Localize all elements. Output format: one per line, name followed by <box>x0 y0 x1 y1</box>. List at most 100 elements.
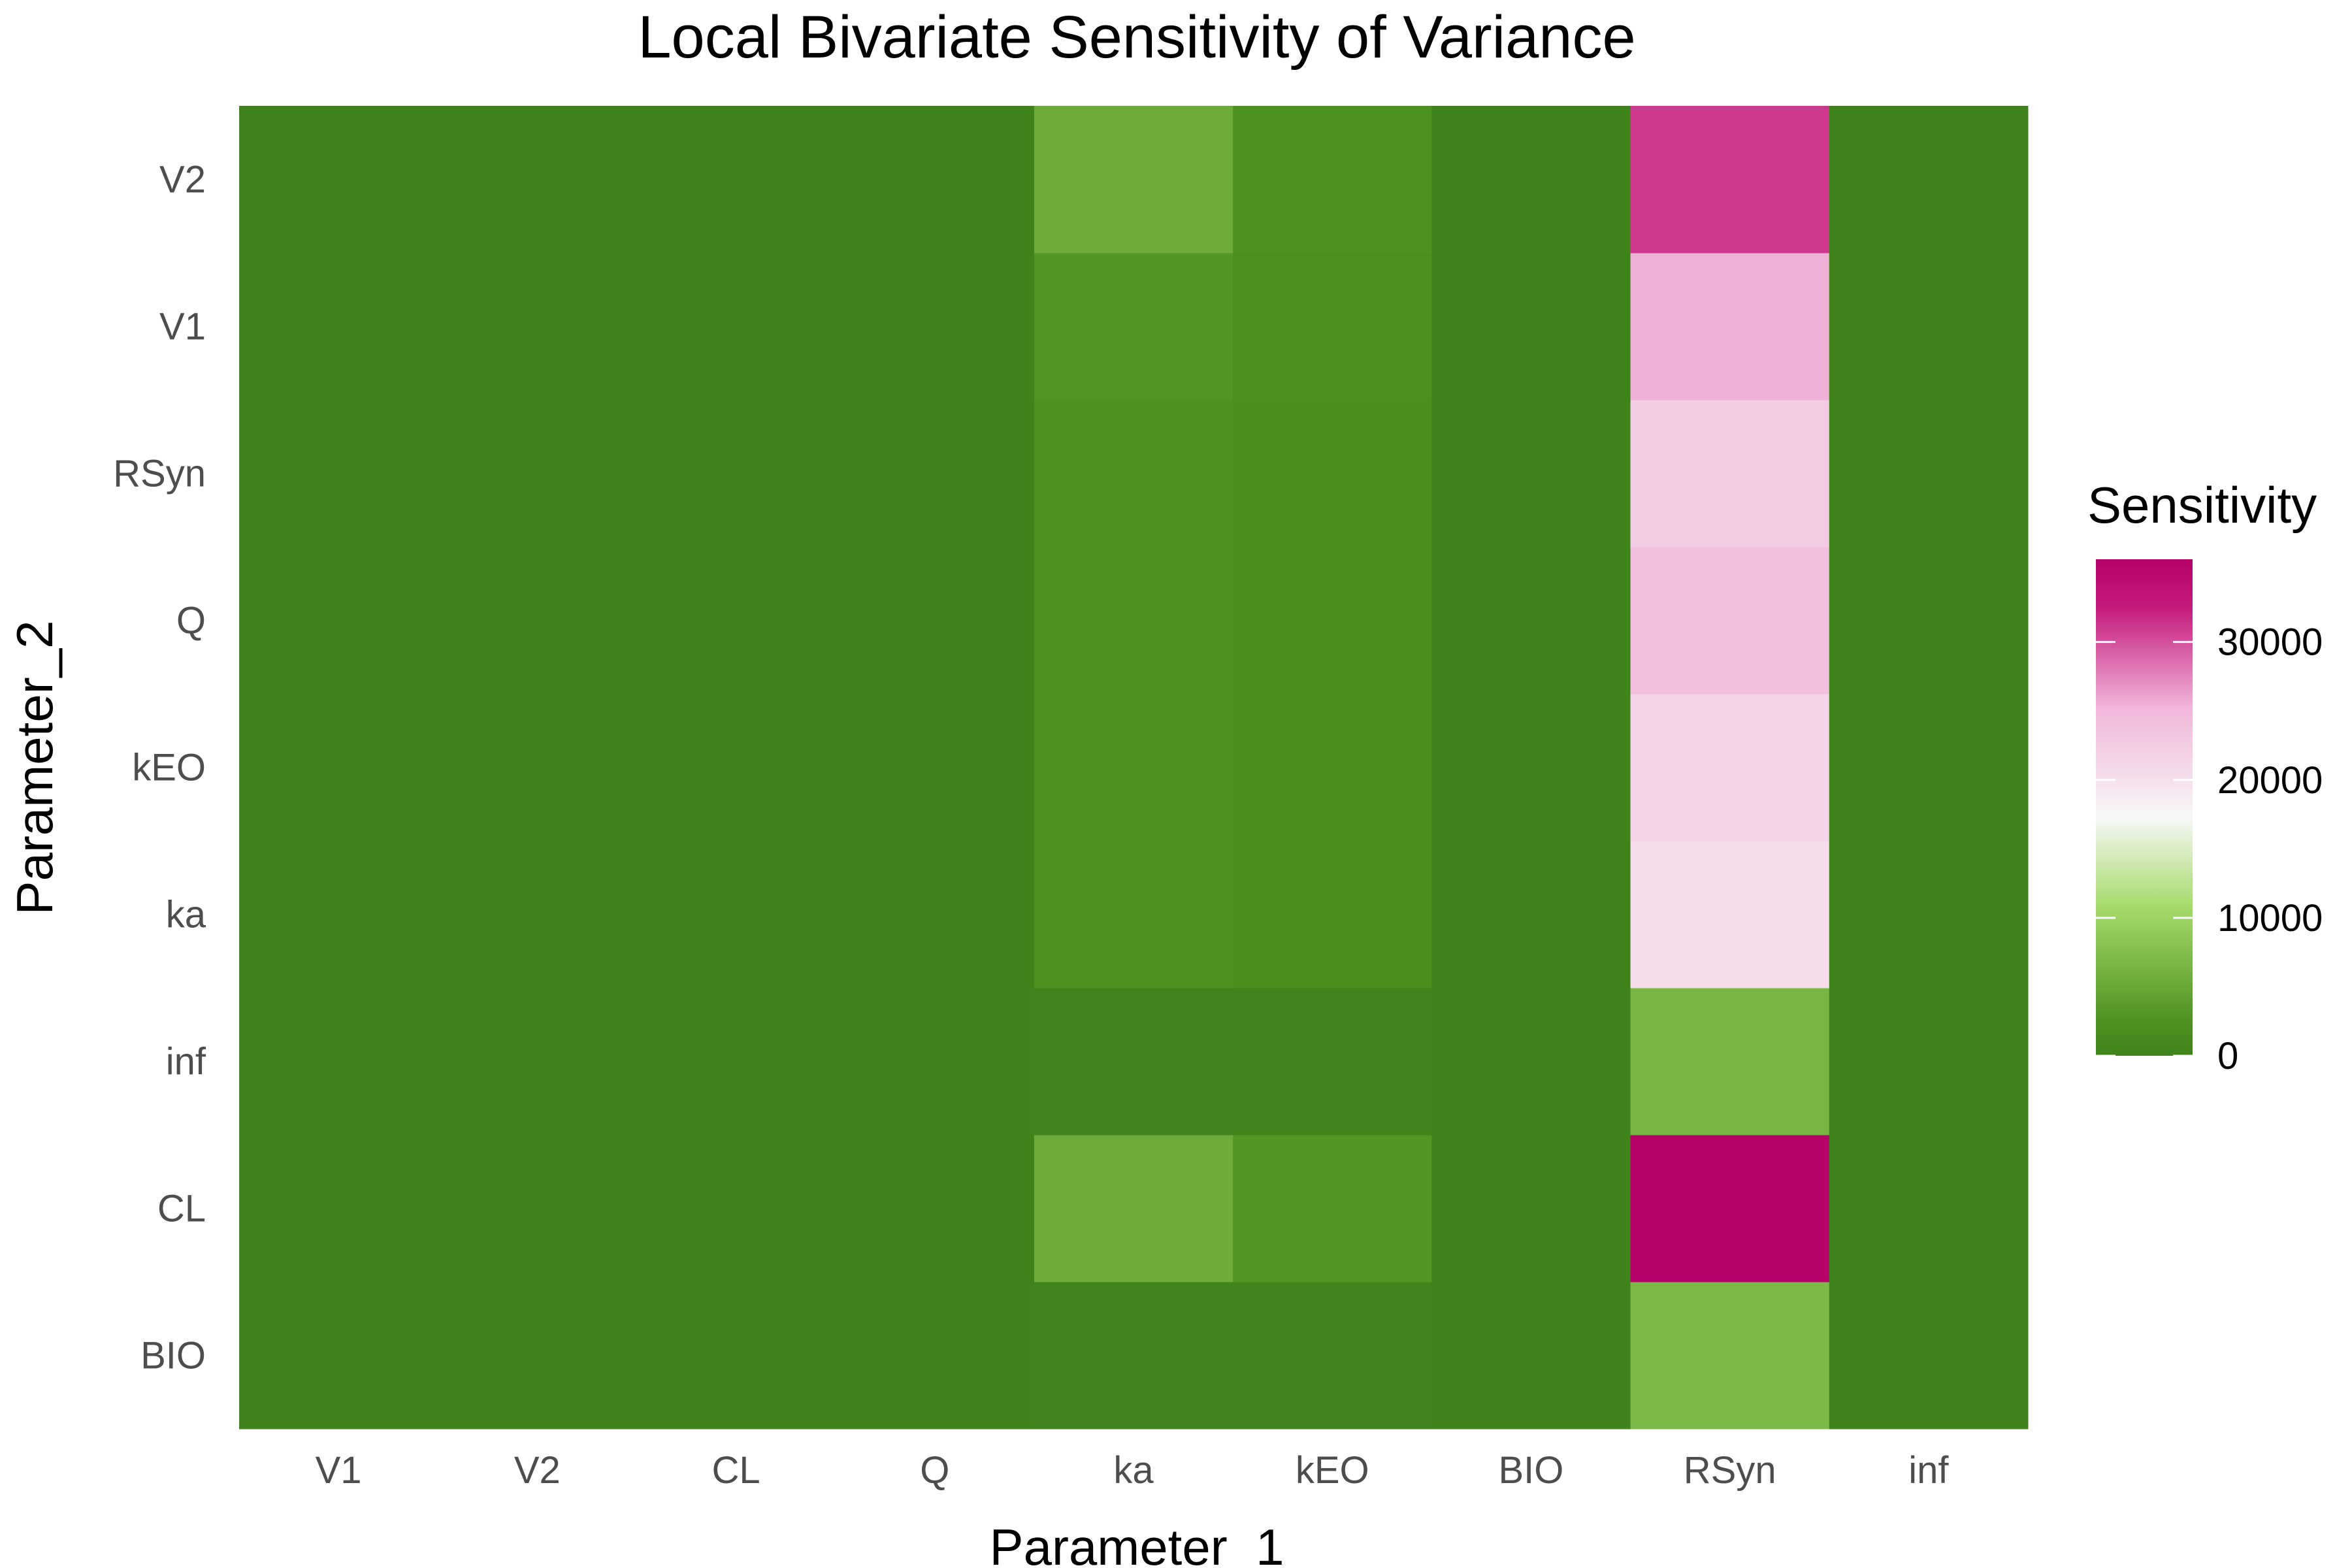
y-tick-label: RSyn <box>113 453 206 495</box>
heatmap-cell-V2-ka <box>438 841 637 988</box>
y-tick-label: Q <box>176 600 206 642</box>
y-axis-title: Parameter_2 <box>6 621 63 915</box>
x-tick-label: inf <box>1908 1449 1949 1492</box>
heatmap-cell-ka-V1 <box>1034 253 1233 400</box>
heatmap-cell-V1-RSyn <box>239 400 438 547</box>
x-tick-label: kEO <box>1296 1449 1369 1492</box>
heatmap-cell-V1-BIO <box>239 1282 438 1429</box>
heatmap-cell-BIO-ka <box>1431 841 1631 988</box>
y-tick-label: inf <box>166 1041 206 1083</box>
heatmap-cell-V1-V1 <box>239 253 438 400</box>
heatmap-cell-kEO-kEO <box>1233 694 1432 841</box>
heatmap-cell-ka-CL <box>1034 1135 1233 1282</box>
heatmap-cell-CL-ka <box>636 841 836 988</box>
heatmap-cell-BIO-V2 <box>1431 106 1631 253</box>
heatmap-cell-V1-Q <box>239 547 438 694</box>
heatmap-cell-V1-kEO <box>239 694 438 841</box>
heatmap-cell-kEO-ka <box>1233 841 1432 988</box>
heatmap-cell-inf-inf <box>1829 988 2029 1135</box>
heatmap-cell-RSyn-inf <box>1630 988 1830 1135</box>
heatmap-cell-RSyn-BIO <box>1630 1282 1830 1429</box>
heatmap-cell-inf-kEO <box>1829 694 2029 841</box>
heatmap-cell-Q-inf <box>835 988 1035 1135</box>
heatmap-cell-Q-V2 <box>835 106 1035 253</box>
heatmap-cell-V2-V1 <box>438 253 637 400</box>
heatmap-cell-V2-V2 <box>438 106 637 253</box>
x-axis-title: Parameter_1 <box>990 1518 1284 1568</box>
legend-title: Sensitivity <box>2087 476 2317 534</box>
heatmap-cell-inf-V1 <box>1829 253 2029 400</box>
legend-colorbar <box>2096 559 2193 1056</box>
heatmap-cell-kEO-V2 <box>1233 106 1432 253</box>
heatmap-cell-RSyn-V1 <box>1630 253 1830 400</box>
heatmap-cell-V2-CL <box>438 1135 637 1282</box>
heatmap-cell-RSyn-Q <box>1630 547 1830 694</box>
heatmap-cell-RSyn-V2 <box>1630 106 1830 253</box>
heatmap-cell-RSyn-RSyn <box>1630 400 1830 547</box>
heatmap-cell-RSyn-kEO <box>1630 694 1830 841</box>
x-tick-label: V2 <box>514 1449 561 1492</box>
y-tick-label: V2 <box>159 159 206 201</box>
heatmap-cell-Q-kEO <box>835 694 1035 841</box>
heatmap-cell-V1-V2 <box>239 106 438 253</box>
heatmap-cell-inf-Q <box>1829 547 2029 694</box>
heatmap-cell-CL-V1 <box>636 253 836 400</box>
heatmap-cell-BIO-kEO <box>1431 694 1631 841</box>
y-tick-label: CL <box>157 1188 206 1230</box>
legend-tick-label: 10000 <box>2217 897 2323 939</box>
heatmap-cell-Q-V1 <box>835 253 1035 400</box>
x-tick-label: CL <box>711 1449 760 1492</box>
heatmap-cell-RSyn-ka <box>1630 841 1830 988</box>
heatmap-cell-V2-Q <box>438 547 637 694</box>
heatmap-cell-inf-BIO <box>1829 1282 2029 1429</box>
heatmap-cell-V2-RSyn <box>438 400 637 547</box>
heatmap-cell-Q-CL <box>835 1135 1035 1282</box>
heatmap-cell-ka-kEO <box>1034 694 1233 841</box>
heatmap-cell-BIO-inf <box>1431 988 1631 1135</box>
heatmap-cell-CL-V2 <box>636 106 836 253</box>
heatmap-cell-ka-RSyn <box>1034 400 1233 547</box>
x-tick-label: BIO <box>1498 1449 1563 1492</box>
heatmap-cell-Q-Q <box>835 547 1035 694</box>
heatmap-cell-ka-V2 <box>1034 106 1233 253</box>
heatmap-cell-RSyn-CL <box>1630 1135 1830 1282</box>
x-tick-label: V1 <box>316 1449 362 1492</box>
heatmap-cell-BIO-BIO <box>1431 1282 1631 1429</box>
y-tick-label: ka <box>166 894 206 936</box>
heatmap-cell-kEO-BIO <box>1233 1282 1432 1429</box>
legend-tick-label: 0 <box>2217 1035 2238 1077</box>
heatmap-cell-Q-ka <box>835 841 1035 988</box>
heatmap-cell-BIO-V1 <box>1431 253 1631 400</box>
heatmap-cell-V1-ka <box>239 841 438 988</box>
legend-tick-label: 30000 <box>2217 621 2323 664</box>
heatmap-cell-inf-CL <box>1829 1135 2029 1282</box>
heatmap-cell-kEO-CL <box>1233 1135 1432 1282</box>
heatmap-cell-CL-BIO <box>636 1282 836 1429</box>
heatmap-cell-CL-Q <box>636 547 836 694</box>
heatmap-cell-inf-RSyn <box>1829 400 2029 547</box>
heatmap-cell-BIO-Q <box>1431 547 1631 694</box>
heatmap-cell-CL-RSyn <box>636 400 836 547</box>
heatmap-cell-CL-inf <box>636 988 836 1135</box>
y-tick-label: kEO <box>132 747 206 789</box>
legend-ticks: 0 10000 20000 30000 <box>2096 621 2323 1077</box>
heatmap-cell-Q-BIO <box>835 1282 1035 1429</box>
heatmap-cell-V2-inf <box>438 988 637 1135</box>
x-tick-label: RSyn <box>1684 1449 1776 1492</box>
heatmap-cell-CL-kEO <box>636 694 836 841</box>
heatmap-cell-V2-BIO <box>438 1282 637 1429</box>
y-tick-label: V1 <box>159 306 206 348</box>
legend-tick-label: 20000 <box>2217 759 2323 802</box>
color-legend: Sensitivity 0 10000 20000 30000 <box>2087 476 2323 1077</box>
heatmap-cell-BIO-CL <box>1431 1135 1631 1282</box>
x-tick-label: Q <box>920 1449 949 1492</box>
heatmap-cell-Q-RSyn <box>835 400 1035 547</box>
heatmap-cell-kEO-RSyn <box>1233 400 1432 547</box>
y-axis-tick-labels: BIO CL inf ka kEO Q RSyn V1 V2 <box>113 159 206 1377</box>
chart-title: Local Bivariate Sensitivity of Variance <box>638 4 1635 71</box>
heatmap-cell-inf-V2 <box>1829 106 2029 253</box>
heatmap-cell-ka-Q <box>1034 547 1233 694</box>
heatmap-cell-V2-kEO <box>438 694 637 841</box>
